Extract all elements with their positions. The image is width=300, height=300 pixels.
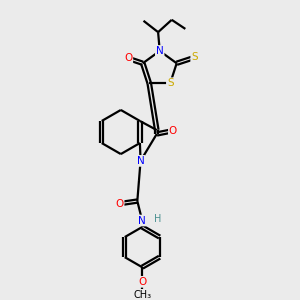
Text: O: O — [116, 199, 124, 209]
Text: CH₃: CH₃ — [133, 290, 151, 300]
Text: O: O — [169, 126, 177, 136]
Text: S: S — [167, 78, 173, 88]
Text: O: O — [124, 53, 132, 63]
Text: H: H — [154, 214, 161, 224]
Text: S: S — [191, 52, 198, 62]
Text: N: N — [156, 46, 164, 56]
Text: N: N — [137, 156, 144, 166]
Text: N: N — [138, 215, 146, 226]
Text: O: O — [138, 277, 146, 287]
